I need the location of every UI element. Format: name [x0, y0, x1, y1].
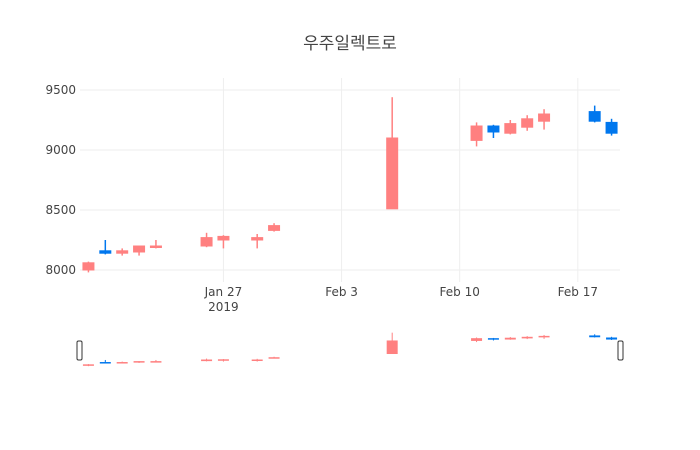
candle-body: [538, 113, 551, 122]
chart-title: 우주일렉트로: [303, 34, 397, 54]
mini-candle: [471, 337, 483, 343]
mini-candle-body: [471, 338, 483, 341]
mini-candle-body: [150, 361, 162, 363]
y-tick-label: 9500: [45, 83, 76, 97]
range-slider[interactable]: [76, 332, 624, 367]
candle-body: [116, 250, 129, 254]
x-tick-label: Feb 17: [558, 285, 598, 299]
x-tick-label: Jan 27: [204, 285, 243, 299]
mini-candle-body: [504, 337, 516, 340]
candle-increasing[interactable]: [504, 120, 517, 135]
mini-candle-body: [217, 359, 229, 361]
x-gridlines: [222, 78, 579, 282]
mini-candle-body: [82, 364, 94, 366]
mini-candle: [99, 359, 111, 364]
mini-candle-body: [99, 362, 111, 364]
x-tick-sublabel: 2019: [208, 300, 239, 314]
candle-body: [470, 125, 483, 141]
candle-body: [200, 237, 213, 247]
mini-candle: [386, 332, 398, 355]
y-tick-label: 8500: [45, 203, 76, 217]
candle-body: [251, 237, 264, 241]
y-tick-label: 9000: [45, 143, 76, 157]
mini-candle-body: [521, 336, 533, 339]
mini-candle: [268, 356, 280, 359]
mini-candle-body: [538, 335, 550, 338]
mini-candle: [504, 337, 516, 340]
mini-candle-body: [606, 337, 618, 340]
mini-candle-body: [487, 338, 499, 340]
candle-increasing[interactable]: [268, 223, 281, 232]
candle-body: [82, 262, 95, 271]
mini-candle: [589, 334, 601, 338]
x-tick-label: Feb 3: [325, 285, 358, 299]
mini-candle: [150, 359, 162, 363]
mini-candle: [521, 336, 533, 340]
candle-decreasing[interactable]: [605, 118, 618, 136]
range-slider-handle-right[interactable]: [617, 340, 624, 361]
mini-candle-body: [386, 340, 398, 355]
mini-candle: [201, 358, 213, 362]
y-gridlines: [80, 89, 620, 271]
candle-increasing[interactable]: [217, 235, 230, 249]
candle-increasing[interactable]: [470, 122, 483, 147]
candle-body: [588, 111, 601, 122]
candles-main[interactable]: [82, 97, 618, 273]
mini-candle-body: [268, 357, 280, 359]
mini-candle-body: [251, 359, 263, 362]
mini-candle: [606, 336, 618, 341]
mini-candle-body: [116, 362, 128, 364]
mini-candle: [251, 358, 263, 362]
mini-candle: [82, 364, 94, 367]
candle-decreasing[interactable]: [487, 124, 500, 138]
mini-candle: [217, 359, 229, 362]
candle-decreasing[interactable]: [588, 105, 601, 123]
candle-body: [504, 123, 517, 134]
candle-increasing[interactable]: [538, 109, 551, 130]
candle-increasing[interactable]: [82, 261, 95, 273]
candle-increasing[interactable]: [251, 234, 264, 249]
candle-body: [605, 121, 618, 134]
candle-increasing[interactable]: [521, 115, 534, 131]
x-tick-label: Feb 10: [440, 285, 480, 299]
candle-body: [268, 225, 281, 231]
y-tick-label: 8000: [45, 263, 76, 277]
candle-body: [217, 235, 230, 241]
candle-body: [133, 245, 146, 253]
candle-increasing[interactable]: [386, 97, 399, 210]
range-slider-candles: [82, 332, 618, 367]
candle-increasing[interactable]: [133, 245, 146, 256]
candle-body: [149, 245, 162, 248]
range-slider-handle-left[interactable]: [76, 340, 83, 361]
candle-body: [521, 118, 534, 128]
mini-candle: [538, 334, 550, 339]
mini-candle: [116, 361, 128, 364]
candle-body: [487, 125, 500, 133]
mini-candle-body: [133, 361, 145, 363]
candle-increasing[interactable]: [149, 240, 162, 249]
mini-candle-body: [589, 335, 601, 338]
mini-candle-body: [201, 359, 213, 362]
candle-increasing[interactable]: [116, 248, 129, 256]
candle-body: [99, 250, 112, 254]
y-axis-ticks: 8000 8500 9000 9500: [45, 83, 76, 277]
mini-candle: [133, 361, 145, 363]
mini-candle: [487, 337, 499, 341]
candle-increasing[interactable]: [200, 232, 213, 248]
candle-decreasing[interactable]: [99, 240, 112, 255]
candle-body: [386, 137, 399, 210]
